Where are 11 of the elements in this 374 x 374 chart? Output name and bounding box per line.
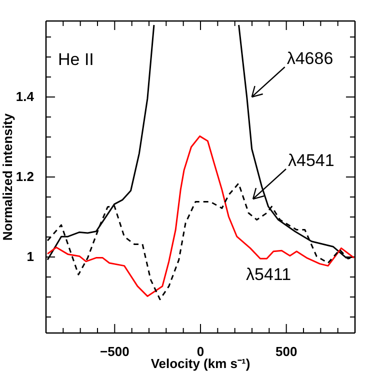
line-series — [46, 135, 355, 297]
annotation: He II — [58, 50, 94, 69]
y-axis-title: Normalized intensity — [0, 112, 15, 241]
y-tick-label: 1.4 — [16, 89, 35, 104]
x-tick-label: −500 — [100, 344, 130, 360]
annotation: λ4686 — [286, 49, 334, 68]
annotation: λ4541 — [288, 151, 334, 170]
x-tick-label: 500 — [275, 344, 298, 360]
annotation: λ5411 — [246, 265, 292, 284]
y-tick-label: 1 — [26, 249, 34, 264]
y-tick-label: 1.2 — [16, 169, 34, 184]
